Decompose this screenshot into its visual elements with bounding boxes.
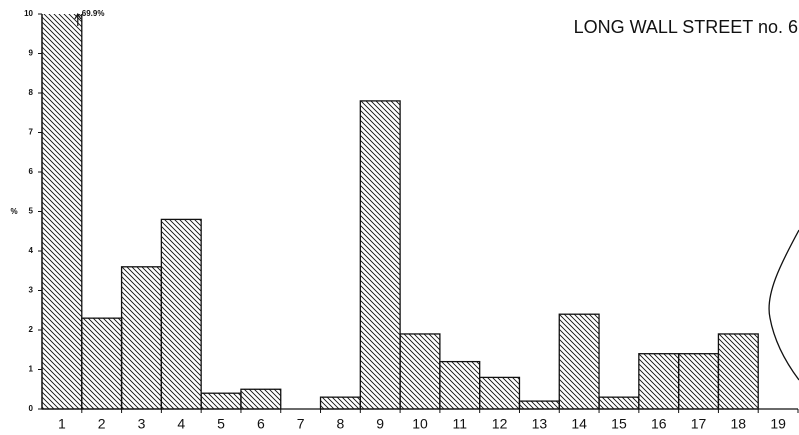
x-tick-label: 13 xyxy=(532,416,548,432)
y-tick-label: 1 xyxy=(29,365,34,374)
y-axis-label: % xyxy=(10,207,17,216)
bar xyxy=(201,393,241,409)
bar xyxy=(42,0,82,409)
y-tick-label: 4 xyxy=(29,246,34,255)
x-tick-label: 14 xyxy=(571,416,587,432)
y-tick-label: 9 xyxy=(29,49,34,58)
x-tick-label: 12 xyxy=(492,416,508,432)
x-tick-label: 1 xyxy=(58,416,66,432)
bar xyxy=(241,389,281,409)
y-tick-label: 7 xyxy=(29,128,34,137)
x-tick-label: 5 xyxy=(217,416,225,432)
x-tick-label: 16 xyxy=(651,416,667,432)
bar xyxy=(599,397,639,409)
y-tick-label: 2 xyxy=(29,325,34,334)
x-tick-label: 18 xyxy=(731,416,747,432)
x-tick-label: 2 xyxy=(98,416,106,432)
bar xyxy=(718,334,758,409)
y-tick-label: 6 xyxy=(29,167,34,176)
x-tick-label: 9 xyxy=(376,416,384,432)
bar xyxy=(360,101,400,409)
x-tick-label: 19 xyxy=(770,416,786,432)
bar xyxy=(679,354,719,409)
x-tick-label: 17 xyxy=(691,416,707,432)
bar xyxy=(321,397,361,409)
outline-shape xyxy=(769,230,799,380)
chart: LONG WALL STREET no. 6 % 012345678910169… xyxy=(0,0,799,435)
y-tick-label: 10 xyxy=(24,9,33,18)
bar xyxy=(519,401,559,409)
bar-group xyxy=(42,0,758,409)
y-tick-label: 0 xyxy=(29,404,34,413)
bar xyxy=(639,354,679,409)
x-tick-label: 7 xyxy=(297,416,305,432)
x-tick-label: 3 xyxy=(138,416,146,432)
bar xyxy=(480,377,520,409)
y-tick-label: 3 xyxy=(29,286,34,295)
x-tick-label: 11 xyxy=(453,416,468,432)
bar xyxy=(400,334,440,409)
x-tick-label: 6 xyxy=(257,416,265,432)
value-label: 69.9% xyxy=(82,9,105,18)
bar xyxy=(161,219,201,409)
bar xyxy=(82,318,122,409)
x-tick-label: 4 xyxy=(177,416,185,432)
bar xyxy=(122,267,162,409)
y-tick-label: 5 xyxy=(29,207,34,216)
x-tick-label: 10 xyxy=(412,416,428,432)
y-tick-label: 8 xyxy=(29,88,34,97)
x-tick-label: 8 xyxy=(337,416,345,432)
bar xyxy=(440,362,480,409)
x-tick-label: 15 xyxy=(611,416,627,432)
chart-title: LONG WALL STREET no. 6 xyxy=(574,17,798,37)
bar xyxy=(559,314,599,409)
